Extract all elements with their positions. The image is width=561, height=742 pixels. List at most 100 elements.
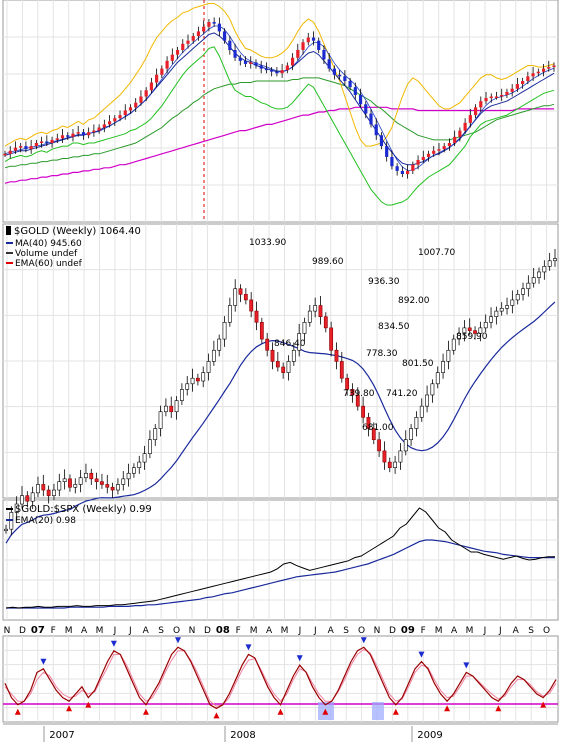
price-candle bbox=[190, 377, 195, 385]
buy-arrow bbox=[444, 705, 451, 712]
month-tick-label: M bbox=[466, 626, 474, 636]
price-candle bbox=[355, 394, 360, 407]
top-candle bbox=[181, 43, 185, 50]
price-candle bbox=[537, 271, 541, 278]
buy-arrow bbox=[142, 708, 149, 715]
month-tick-label: J bbox=[298, 626, 302, 636]
top-candle bbox=[165, 60, 169, 69]
month-tick-label: A bbox=[451, 626, 458, 636]
lower-band-line bbox=[4, 46, 555, 206]
price-candle bbox=[68, 478, 72, 488]
price-candle bbox=[238, 288, 243, 295]
buy-arrow bbox=[495, 705, 502, 712]
top-candle bbox=[128, 107, 133, 111]
price-candle bbox=[100, 481, 104, 485]
top-candle bbox=[473, 107, 478, 116]
price-candle bbox=[25, 495, 30, 502]
top-candle bbox=[254, 62, 258, 66]
price-candle bbox=[457, 333, 461, 340]
month-tick-label: S bbox=[528, 626, 534, 636]
top-candle bbox=[280, 70, 284, 74]
symbol-icon bbox=[6, 226, 11, 235]
price-annotation: 741.20 bbox=[386, 389, 418, 399]
price-candle bbox=[259, 321, 264, 340]
top-candle bbox=[526, 76, 530, 81]
price-candle bbox=[451, 338, 456, 351]
top-candle bbox=[3, 153, 7, 156]
top-candle bbox=[463, 122, 467, 131]
price-candle bbox=[105, 484, 110, 488]
price-candle bbox=[46, 489, 51, 496]
year-tick-label: 2009 bbox=[417, 730, 442, 741]
top-candle bbox=[160, 68, 164, 75]
price-candle bbox=[286, 361, 291, 373]
top-candle bbox=[55, 138, 59, 140]
price-legend-item: MA(40) 945.60 bbox=[15, 239, 82, 249]
top-candle bbox=[500, 94, 504, 97]
month-tick-label: N bbox=[374, 626, 381, 636]
top-candle bbox=[275, 71, 279, 74]
price-candle bbox=[473, 330, 477, 334]
top-candle bbox=[238, 57, 242, 61]
price-candle bbox=[73, 484, 78, 488]
price-candle bbox=[57, 481, 62, 491]
price-candle bbox=[270, 349, 275, 362]
top-candle bbox=[270, 70, 274, 72]
top-candle bbox=[442, 146, 446, 150]
top-candle bbox=[552, 65, 556, 68]
top-candle bbox=[149, 82, 153, 91]
top-candle bbox=[364, 104, 368, 114]
top-candle bbox=[102, 124, 106, 128]
buy-arrow bbox=[85, 701, 92, 708]
price-annotation: 936.30 bbox=[368, 277, 400, 287]
price-candle bbox=[377, 439, 382, 452]
price-annotation: 834.50 bbox=[378, 322, 410, 332]
top-candle bbox=[411, 164, 415, 171]
top-candle bbox=[87, 132, 91, 136]
top-candle bbox=[547, 67, 551, 69]
price-candle bbox=[323, 316, 328, 329]
top-candle bbox=[207, 22, 211, 27]
ma-line bbox=[4, 32, 555, 166]
top-candle bbox=[421, 156, 425, 161]
price-candle bbox=[217, 338, 222, 351]
top-candle bbox=[400, 170, 404, 174]
month-tick-label: D bbox=[19, 626, 26, 636]
top-candle bbox=[118, 115, 122, 119]
top-candle bbox=[505, 91, 509, 95]
top-candle bbox=[144, 90, 148, 97]
top-candle bbox=[139, 96, 143, 103]
price-candle bbox=[339, 361, 344, 379]
top-candle bbox=[123, 110, 127, 116]
price-candle bbox=[174, 400, 179, 413]
price-annotation: 892.00 bbox=[398, 296, 430, 306]
price-candle bbox=[553, 258, 557, 262]
price-candle bbox=[78, 477, 83, 485]
month-tick-label: S bbox=[343, 626, 349, 636]
top-candle bbox=[13, 147, 18, 151]
price-candle bbox=[20, 495, 24, 505]
top-candle bbox=[243, 60, 248, 64]
top-candle bbox=[332, 68, 336, 75]
price-candle bbox=[430, 383, 435, 396]
top-candle bbox=[327, 59, 331, 69]
price-candle bbox=[185, 383, 190, 390]
price-candle bbox=[89, 472, 94, 480]
sell-arrow bbox=[418, 651, 425, 658]
month-tick-label: 08 bbox=[216, 625, 230, 636]
month-tick-label: J bbox=[483, 626, 487, 636]
top-candle bbox=[426, 153, 431, 157]
price-candle bbox=[515, 294, 520, 301]
price-candle bbox=[94, 478, 99, 482]
top-candle bbox=[484, 98, 488, 102]
price-symbol-label: $GOLD (Weekly) 1064.40 bbox=[14, 226, 141, 237]
year-tick-label: 2007 bbox=[49, 730, 74, 741]
price-candle bbox=[393, 461, 397, 468]
price-candle bbox=[419, 405, 424, 418]
price-candle bbox=[116, 484, 120, 491]
month-tick-label: M bbox=[65, 626, 73, 636]
sell-arrow bbox=[360, 637, 367, 644]
price-candle bbox=[521, 288, 525, 295]
price-annotation: 778.30 bbox=[366, 349, 398, 359]
month-tick-label: 07 bbox=[31, 625, 45, 636]
